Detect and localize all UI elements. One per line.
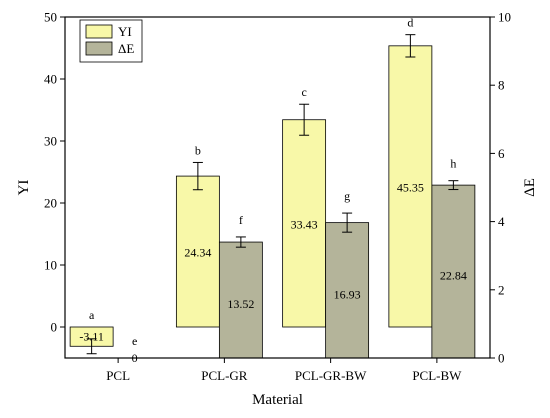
x-tick-label: PCL-GR-BW [295,368,367,383]
y-left-tick-label: 50 [44,10,57,25]
data-label-yi: 24.34 [184,246,211,260]
significance-letter-delta-e: h [450,157,456,171]
legend-label-delta-e: ΔE [118,41,134,56]
plot-frame [64,16,491,359]
significance-letter-delta-e: e [132,334,137,348]
error-bars [86,34,459,355]
y-left-tick-label: 0 [51,320,58,335]
y-left-tick-label: 20 [44,196,57,211]
y-right-tick-label: 2 [498,282,505,297]
legend-swatch-yi [85,24,113,39]
legend-swatch-delta-e [85,41,113,56]
x-tick-label: PCL-BW [412,368,462,383]
y-right-tick-label: 4 [498,214,505,229]
x-axis-title: Material [252,392,303,408]
legend: YI ΔE [79,19,143,63]
legend-label-yi: YI [118,24,132,39]
significance-letter-yi: c [301,85,306,99]
significance-letter-delta-e: f [239,213,243,227]
significance-letter-yi: d [407,16,413,30]
x-tick-label: PCL-GR [201,368,248,383]
data-label-delta-e: 22.84 [440,269,467,283]
bars [69,45,476,359]
y-right-tick-label: 8 [498,78,505,93]
significance-letter-yi: b [195,143,201,157]
y-axis-right-title: ΔE [522,178,538,197]
data-label-yi: 33.43 [291,217,318,231]
y-left-tick-label: 30 [44,134,57,149]
y-right-tick-label: 10 [498,10,511,25]
x-tick-label: PCL [106,368,130,383]
y-right-tick-label: 6 [498,146,505,161]
y-right-tick-label: 0 [498,351,505,366]
significance-letter-yi: a [89,308,95,322]
bar-yi [175,175,220,328]
y-left-tick-label: 10 [44,258,57,273]
data-label-yi: 45.35 [397,180,424,194]
y-axis-left-title: YI [16,180,32,196]
data-label-yi: -3.11 [79,330,104,344]
data-label-delta-e: 16.93 [334,287,361,301]
y-left-tick-label: 40 [44,72,57,87]
bar-yi [282,119,327,328]
significance-letter-delta-e: g [344,189,350,203]
data-label-delta-e: 13.52 [227,297,254,311]
bar-yi [388,45,433,328]
